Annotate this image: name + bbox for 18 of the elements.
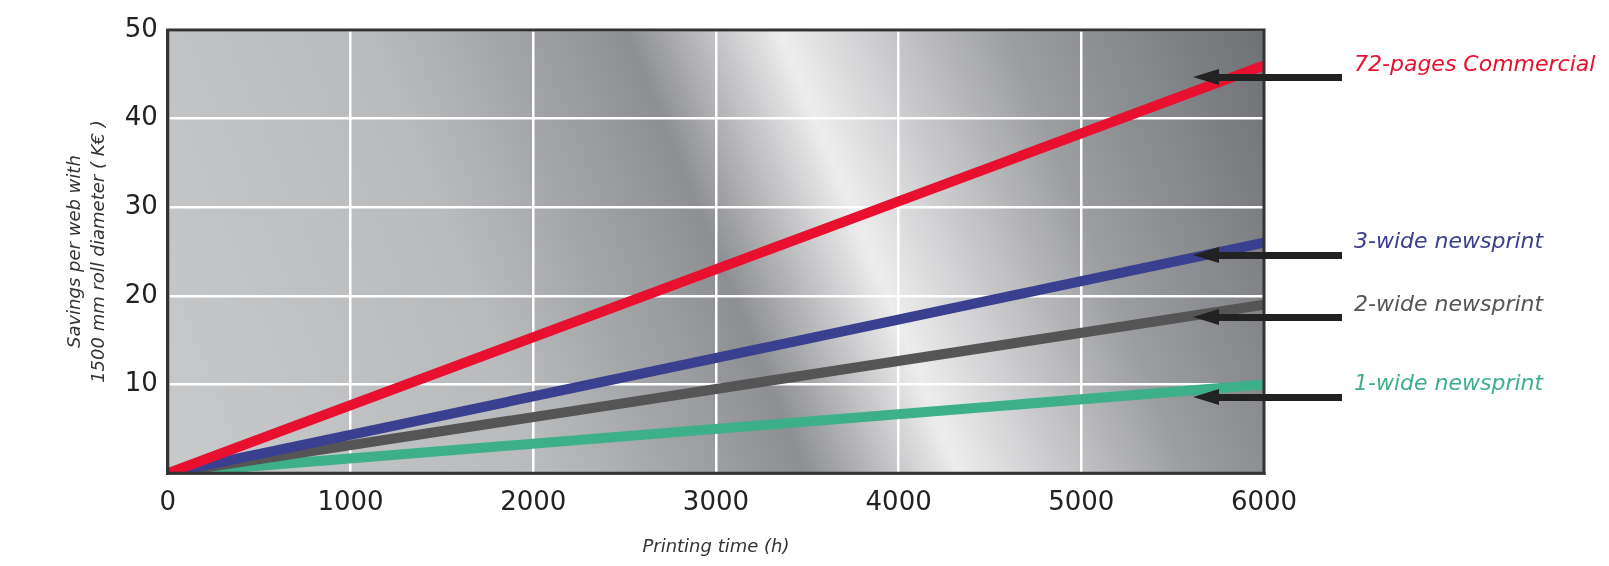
x-tick-label: 4000 — [865, 485, 932, 516]
y-tick-label: 20 — [124, 278, 158, 309]
x-axis-title: Printing time (h) — [642, 534, 790, 556]
x-tick-label: 5000 — [1048, 485, 1115, 516]
text: 1-wide newsprint — [1354, 370, 1545, 396]
y-tick-label: 50 — [124, 12, 158, 43]
x-tick-label: 6000 — [1230, 485, 1298, 516]
text: 2-wide newsprint — [1354, 290, 1545, 316]
x-tick-label: 0 — [159, 485, 177, 516]
y-tick-label: 40 — [124, 101, 158, 132]
y-tick-label: 10 — [124, 367, 158, 398]
x-tick-label: 1000 — [317, 485, 384, 516]
y-tick-label: 30 — [124, 190, 158, 221]
text: 3-wide newsprint — [1354, 228, 1545, 254]
x-tick-label: 2000 — [500, 485, 567, 516]
text: 72-pages Commercial — [1354, 51, 1596, 77]
y-axis-title: Savings per web with 1500 mm roll diameter ( K€ ) — [63, 120, 108, 383]
x-tick-label: 3000 — [682, 485, 750, 516]
